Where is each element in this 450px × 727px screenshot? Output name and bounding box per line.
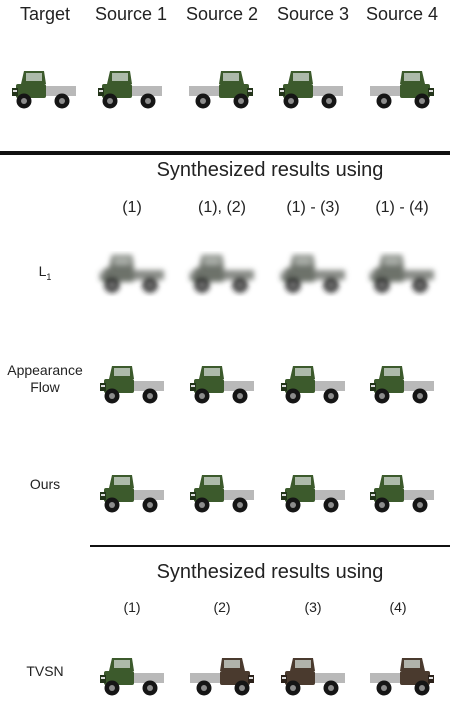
result-blur-2: [182, 246, 262, 300]
section1-col-4: (1) - (4): [375, 199, 429, 216]
section2-col-2: (2): [213, 599, 231, 615]
result-flow-1: [92, 357, 172, 411]
section2-col-3: (3): [304, 599, 322, 615]
result-tvsn-1: [92, 649, 172, 703]
section-divider-full: [0, 151, 450, 155]
header-target: Target: [19, 4, 71, 24]
section2-col-1: (1): [123, 599, 141, 615]
row-label-l1-main: L: [38, 263, 47, 279]
result-flow-2: [182, 357, 262, 411]
header-source-3: Source 3: [276, 4, 350, 24]
result-blur-1: [92, 246, 172, 300]
section-divider-partial: [90, 545, 450, 547]
row-label-ours: Ours: [29, 476, 61, 492]
header-source-4: Source 4: [365, 4, 439, 24]
header-source-1: Source 1: [94, 4, 168, 24]
section1-title: Synthesized results using: [156, 159, 384, 181]
result-tvsn-2: [182, 649, 262, 703]
result-tvsn-4: [362, 649, 442, 703]
section2-title: Synthesized results using: [156, 561, 384, 583]
result-truck-2: [182, 466, 262, 520]
result-flow-4: [362, 357, 442, 411]
row-label-l1-sub: 1: [46, 271, 52, 282]
result-blur-3: [273, 246, 353, 300]
result-tvsn-3: [273, 649, 353, 703]
source-image-4: [362, 62, 442, 116]
source-image-1: [90, 62, 170, 116]
result-truck-3: [273, 466, 353, 520]
target-image: [4, 62, 84, 116]
section1-col-3: (1) - (3): [286, 199, 340, 216]
row-label-tvsn: TVSN: [26, 663, 64, 679]
row-label-appearance-flow: Appearance Flow: [7, 362, 83, 395]
result-flow-3: [273, 357, 353, 411]
section1-col-1: (1): [122, 199, 142, 216]
section1-col-2: (1), (2): [198, 199, 246, 216]
section2-col-4: (4): [389, 599, 407, 615]
result-truck-1: [92, 466, 172, 520]
result-truck-4: [362, 466, 442, 520]
header-source-2: Source 2: [185, 4, 259, 24]
source-image-2: [181, 62, 261, 116]
source-image-3: [271, 62, 351, 116]
row-label-l1: L1: [0, 263, 90, 286]
result-blur-4: [362, 246, 442, 300]
